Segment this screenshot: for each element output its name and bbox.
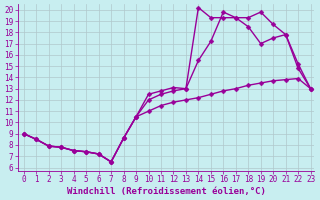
X-axis label: Windchill (Refroidissement éolien,°C): Windchill (Refroidissement éolien,°C): [67, 187, 265, 196]
